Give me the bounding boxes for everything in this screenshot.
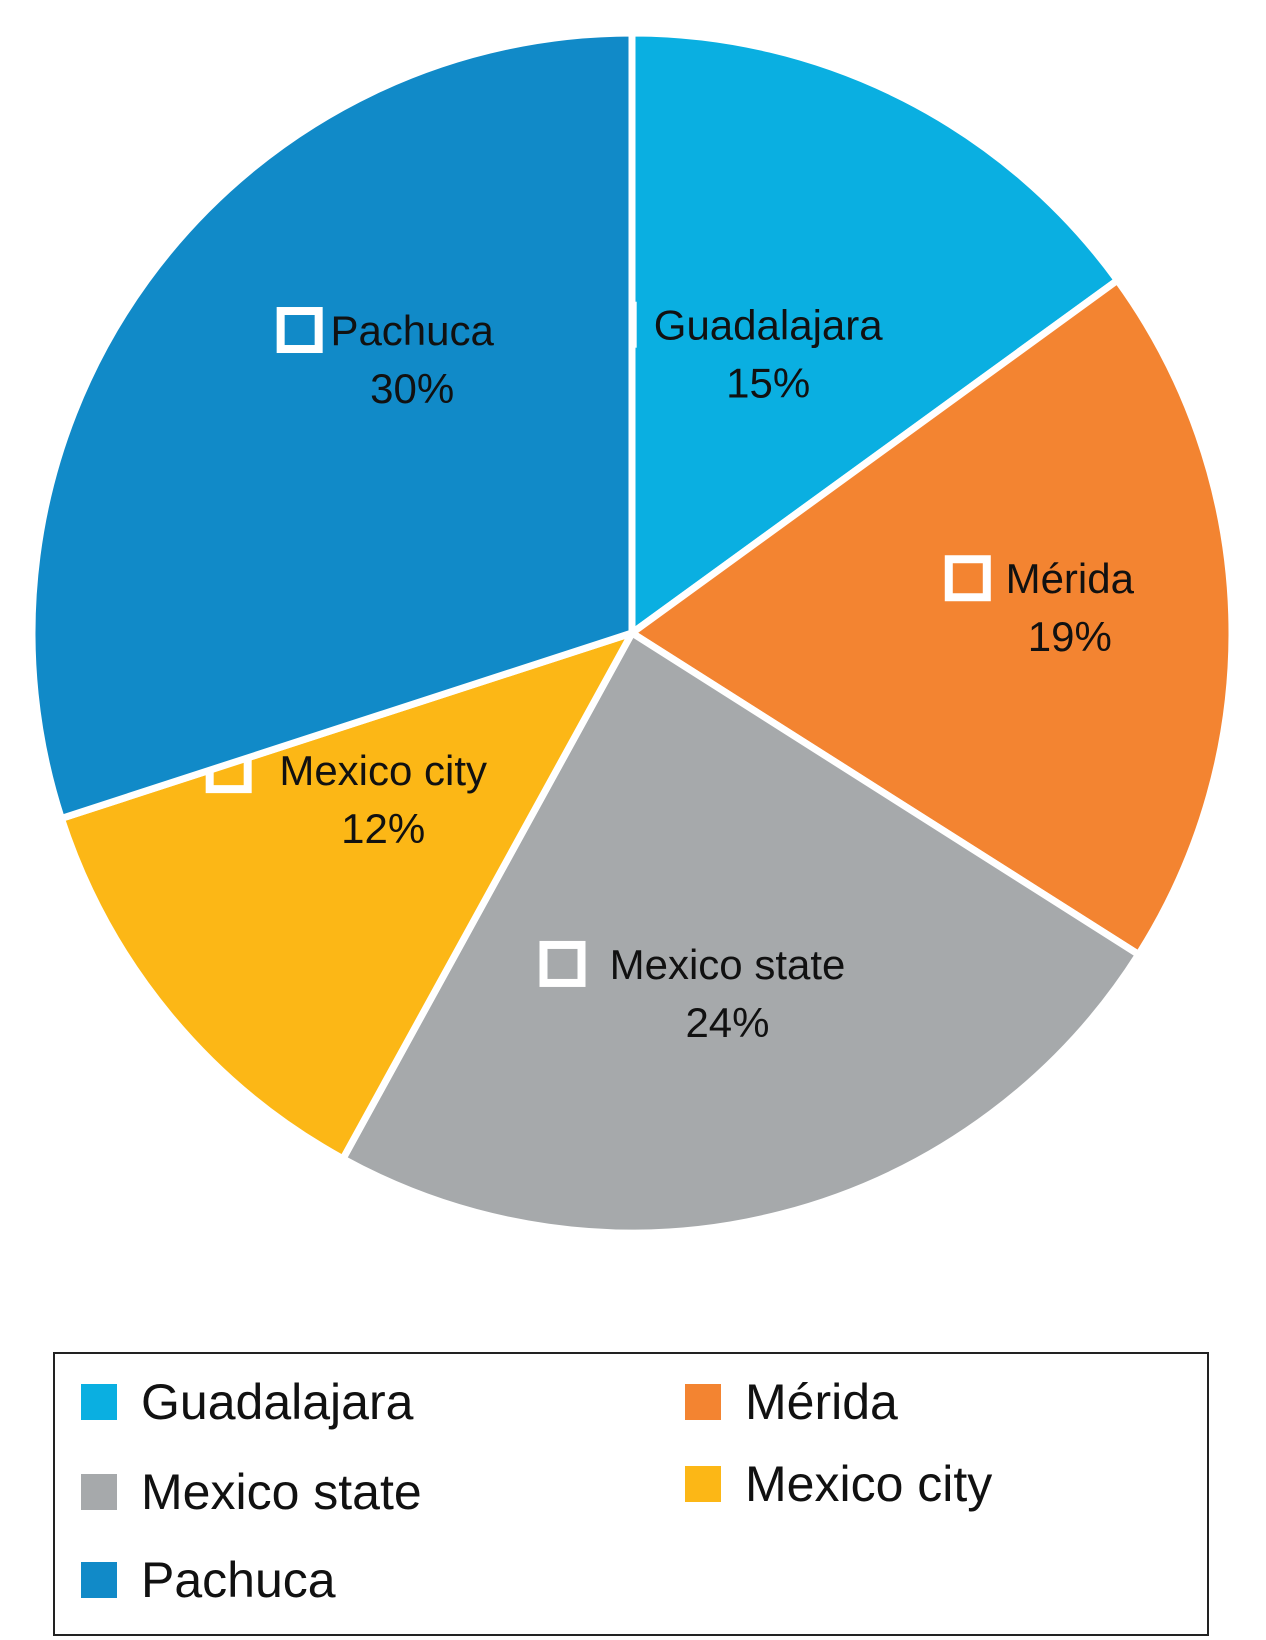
pie-slice-pachuca: [28, 29, 636, 822]
pie-chart: Guadalajara 15% Mérida 19% Mexico state 24% Me…: [28, 29, 1236, 1237]
slice-value-pachuca: 30%: [370, 365, 454, 412]
legend-label-pachuca: Pachuca: [141, 1552, 336, 1608]
slice-label-mexico-city: Mexico city: [279, 747, 487, 794]
legend-item-mexico-state: Mexico state: [81, 1466, 422, 1518]
legend-label-merida: Mérida: [745, 1374, 898, 1430]
pie-slice-guadalajara: [628, 29, 1121, 637]
legend: Guadalajara Mérida Mexico state Mexico c…: [53, 1352, 1209, 1636]
slice-marker-merida: [944, 555, 991, 602]
slice-marker-pachuca: [276, 307, 323, 354]
legend-swatch-guadalajara: [81, 1384, 117, 1420]
legend-label-guadalajara: Guadalajara: [141, 1374, 414, 1430]
slice-value-mexico-state: 24%: [685, 999, 769, 1046]
slice-value-merida: 19%: [1028, 613, 1112, 660]
legend-label-mexico-state: Mexico state: [141, 1464, 422, 1520]
slice-value-guadalajara: 15%: [726, 360, 810, 407]
slice-label-merida: Mérida: [1006, 555, 1135, 602]
slice-label-pachuca: Pachuca: [330, 307, 494, 354]
legend-swatch-mexico-state: [81, 1474, 117, 1510]
legend-item-pachuca: Pachuca: [81, 1554, 336, 1606]
legend-item-mexico-city: Mexico city: [685, 1458, 992, 1510]
legend-item-merida: Mérida: [685, 1376, 898, 1428]
pie-slice-mexico-city: [57, 629, 636, 1163]
pie-slice-mexico-state: [339, 629, 1143, 1237]
legend-swatch-merida: [685, 1384, 721, 1420]
legend-swatch-pachuca: [81, 1562, 117, 1598]
legend-item-guadalajara: Guadalajara: [81, 1376, 413, 1428]
legend-swatch-mexico-city: [685, 1466, 721, 1502]
slice-value-mexico-city: 12%: [341, 805, 425, 852]
slice-marker-mexico-state: [539, 940, 586, 987]
slice-label-mexico-state: Mexico state: [610, 941, 846, 988]
pie-slice-merida: [628, 276, 1236, 958]
slice-label-guadalajara: Guadalajara: [654, 302, 883, 349]
legend-label-mexico-city: Mexico city: [745, 1456, 993, 1512]
